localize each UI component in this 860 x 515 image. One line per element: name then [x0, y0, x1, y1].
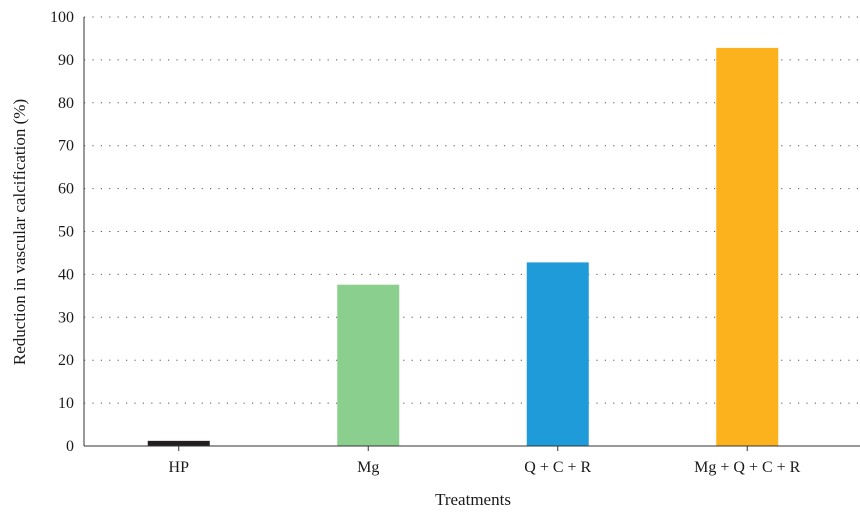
bars	[147, 47, 779, 446]
y-tick-label: 100	[50, 9, 74, 26]
x-tick-label: HP	[169, 459, 190, 476]
axes	[83, 17, 860, 451]
y-tick-label: 70	[58, 138, 74, 155]
y-tick-label: 10	[58, 395, 74, 412]
y-tick-label: 50	[58, 224, 74, 241]
bar-mg-q-c-r	[716, 47, 779, 446]
y-tick-label: 0	[66, 438, 74, 455]
y-tick-labels: 0 10 20 30 40 50 60 70 80 90 100	[50, 9, 74, 455]
bar-mg	[337, 284, 400, 446]
y-tick-label: 60	[58, 181, 74, 198]
y-tick-label: 90	[58, 52, 74, 69]
x-tick-label: Q + C + R	[524, 459, 591, 476]
x-axis-label: Treatments	[435, 490, 511, 509]
x-tick-label: Mg	[357, 459, 379, 476]
bar-q-c-r	[526, 262, 589, 446]
y-tick-label: 40	[58, 266, 74, 283]
y-tick-label: 20	[58, 352, 74, 369]
bar-hp	[147, 440, 210, 446]
x-tick-labels: HP Mg Q + C + R Mg + Q + C + R	[169, 459, 801, 476]
x-tick-label: Mg + Q + C + R	[694, 459, 801, 476]
y-tick-label: 30	[58, 309, 74, 326]
y-tick-label: 80	[58, 95, 74, 112]
y-axis-label: Reduction in vascular calcification (%)	[10, 99, 29, 365]
